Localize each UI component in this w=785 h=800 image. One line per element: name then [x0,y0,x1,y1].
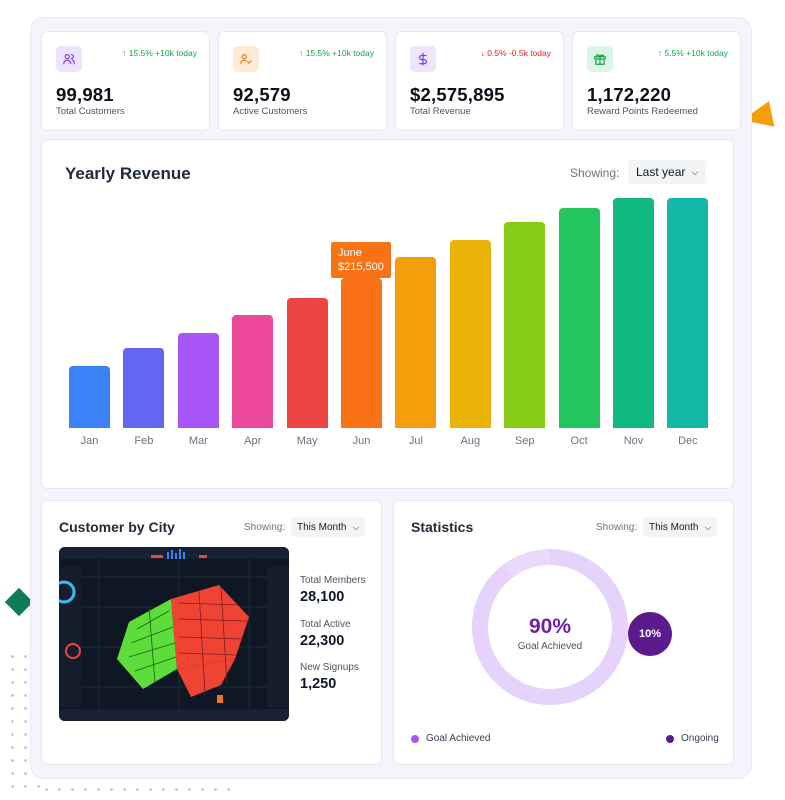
kpi-value: 92,579 [233,84,291,105]
kpi-label: Reward Points Redeemed [587,106,698,117]
city-map-image [59,547,289,721]
x-axis-tick-label: Dec [678,435,698,447]
revenue-bar[interactable] [558,208,600,428]
x-axis-tick-label: Aug [460,435,481,447]
stat-label: New Signups [300,662,359,673]
revenue-bar[interactable] [667,198,709,428]
decorative-diamond [4,587,34,617]
range-dropdown-value: Last year [636,165,686,179]
x-axis-tick-label: Mar [188,435,208,447]
kpi-delta: ↑ 15.5% +10k today [299,48,374,58]
ongoing-badge: 10% [628,612,672,656]
x-axis-tick-label: Oct [570,435,588,447]
users-icon [56,46,82,72]
x-axis-tick-label: Jul [408,435,423,447]
legend-label: Goal Achieved [426,733,491,744]
showing-label: Showing: [570,166,620,180]
donut-achieved-arc [472,549,628,705]
legend-dot [666,734,674,743]
range-dropdown[interactable]: Last year ⌵ [628,160,707,184]
kpi-card-total-customers: ↑ 15.5% +10k today 99,981 Total Customer… [41,31,210,131]
x-axis-tick-label: Jun [352,435,371,447]
x-axis-tick-label: Sep [514,435,535,447]
card-title: Yearly Revenue [65,164,191,183]
x-axis-tick-label: Apr [244,435,262,447]
revenue-bar[interactable] [504,222,546,428]
kpi-delta: ↑ 5.5% +10k today [657,48,728,58]
bar-tooltip: June $215,500 [331,242,391,278]
dollar-icon [410,46,436,72]
revenue-bar[interactable] [395,257,437,428]
yearly-revenue-card: Yearly Revenue Showing: Last year ⌵ Jan F… [41,139,734,489]
revenue-bar[interactable] [123,348,165,428]
x-axis-tick-label: Feb [134,435,154,447]
revenue-bar[interactable] [449,240,491,428]
statistics-card: Statistics Showing: This Month ⌵ 90% Goa… [393,500,734,765]
x-axis-tick-label: May [296,435,318,447]
chevron-down-icon: ⌵ [691,166,699,177]
decorative-dot-row [40,783,230,797]
goal-donut-chart [472,549,628,705]
kpi-value: 1,172,220 [587,84,672,105]
legend-item-ongoing: Ongoing [666,733,719,744]
range-dropdown-value: This Month [297,521,347,533]
customer-by-city-card: Customer by City Showing: This Month ⌵ [41,500,382,765]
showing-label: Showing: [596,522,638,533]
revenue-bar[interactable] [232,315,274,428]
user-check-icon [233,46,259,72]
stat-label: Total Active [300,619,351,630]
donut-center-value: 90% [528,615,572,638]
kpi-label: Total Revenue [410,106,471,117]
range-dropdown[interactable]: This Month ⌵ [291,517,366,537]
card-title: Customer by City [59,519,175,535]
stat-value: 22,300 [300,633,345,649]
tooltip-value: $215,500 [338,261,384,273]
x-axis-tick-label: Nov [623,435,644,447]
stat-label: Total Members [300,575,366,586]
kpi-card-active-customers: ↑ 15.5% +10k today 92,579 Active Custome… [218,31,387,131]
range-dropdown[interactable]: This Month ⌵ [643,517,718,537]
kpi-card-total-revenue: ↓ 0.5% -0.5k today $2,575,895 Total Reve… [395,31,564,131]
revenue-bar[interactable] [177,333,219,428]
revenue-bar[interactable] [69,366,110,428]
kpi-label: Active Customers [233,106,308,117]
tooltip-month: June [338,247,362,259]
kpi-label: Total Customers [56,106,125,117]
range-dropdown-value: This Month [649,521,699,533]
legend-item-goal-achieved: Goal Achieved [411,733,491,744]
revenue-bar[interactable] [613,198,654,428]
stat-value: 28,100 [300,589,345,605]
card-title: Statistics [411,519,474,535]
x-axis-tick-label: Jan [80,435,99,447]
kpi-delta: ↓ 0.5% -0.5k today [480,48,551,58]
kpi-delta: ↑ 15.5% +10k today [122,48,197,58]
kpi-value: $2,575,895 [410,84,505,105]
showing-label: Showing: [244,522,286,533]
legend-label: Ongoing [681,733,719,744]
kpi-card-reward-points: ↑ 5.5% +10k today 1,172,220 Reward Point… [572,31,741,131]
legend-dot [411,734,419,743]
stat-value: 1,250 [300,676,337,692]
revenue-bar[interactable] [341,278,382,428]
kpi-value: 99,981 [56,84,114,105]
gift-icon [587,46,613,72]
donut-center-label: Goal Achieved [517,641,583,652]
chevron-down-icon: ⌵ [352,521,360,532]
chevron-down-icon: ⌵ [704,521,712,532]
revenue-bar[interactable] [286,298,328,428]
